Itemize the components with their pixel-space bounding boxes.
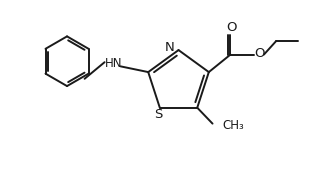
Text: CH₃: CH₃ <box>222 119 244 132</box>
Text: HN: HN <box>104 57 122 70</box>
Text: N: N <box>165 41 175 54</box>
Text: O: O <box>226 21 236 34</box>
Text: S: S <box>154 108 162 121</box>
Text: O: O <box>254 47 265 60</box>
